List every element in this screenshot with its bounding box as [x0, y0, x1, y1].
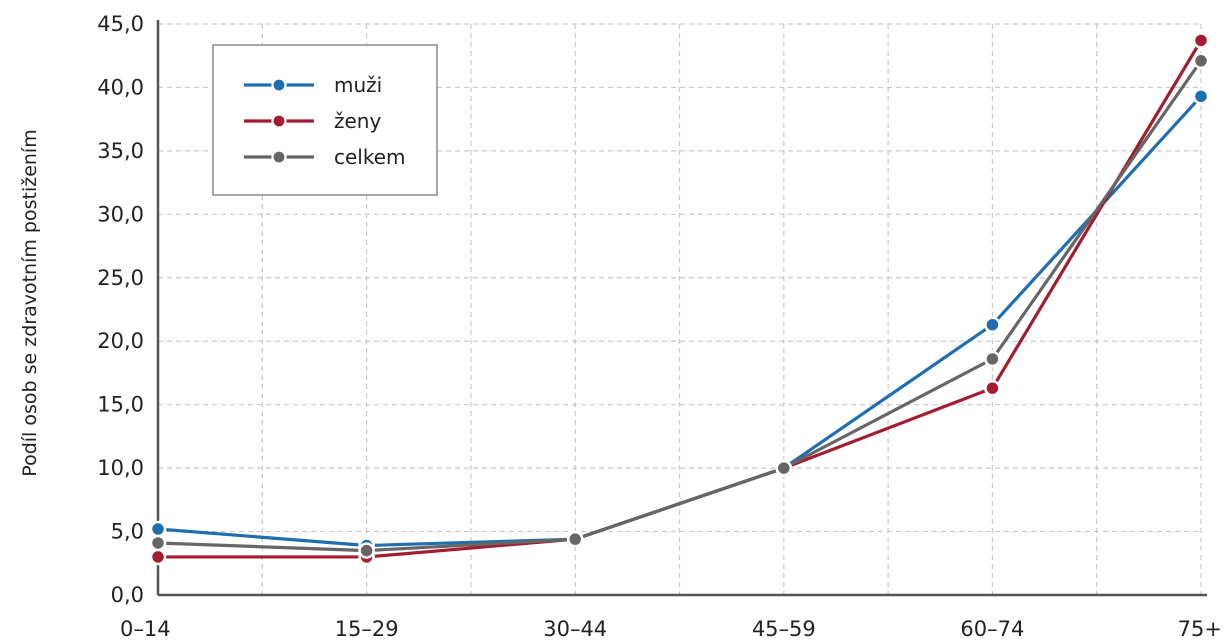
y-tick-label: 0,0 [111, 583, 144, 607]
x-tick-label: 30–44 [543, 617, 607, 641]
legend-entry: ženy [244, 109, 381, 133]
y-tick-labels: 0,0 5,0 10,0 15,0 20,0 25,0 30,0 35,0 40,0 45,0 [97, 12, 144, 607]
x-tick-labels: 0–14 15–29 30–44 45–59 60–74 75+ [120, 617, 1222, 641]
x-tick-label: 75+ [1178, 617, 1222, 641]
series-line [157, 59, 1203, 553]
data-point [358, 542, 375, 559]
legend-label: celkem [334, 145, 406, 169]
y-tick-label: 5,0 [111, 520, 144, 544]
x-tick-label: 60–74 [960, 617, 1024, 641]
x-tick-label: 45–59 [752, 617, 816, 641]
y-tick-label: 10,0 [97, 456, 144, 480]
data-point [149, 548, 167, 566]
y-axis-title: Podíl osob se zdravotním postižením [19, 129, 41, 476]
y-tick-label: 25,0 [97, 266, 144, 290]
y-tick-label: 45,0 [97, 12, 144, 36]
legend-swatch-marker [271, 113, 287, 129]
legend-swatch-marker [271, 149, 287, 165]
legend-label: ženy [334, 109, 381, 133]
data-point [149, 534, 167, 552]
legend-entry: celkem [244, 145, 406, 169]
series [149, 32, 1210, 566]
data-point [1192, 52, 1210, 70]
data-point [775, 459, 793, 477]
legend-label: muži [334, 73, 382, 97]
series-2 [157, 59, 1203, 553]
y-tick-label: 30,0 [97, 202, 144, 226]
series-markers-2 [149, 52, 1210, 559]
axes [156, 20, 1207, 597]
data-point [984, 350, 1001, 368]
data-point [149, 520, 167, 538]
legend: muži ženy celkem [212, 44, 438, 196]
y-tick-label: 40,0 [97, 75, 144, 99]
data-point [984, 379, 1001, 397]
y-tick-label: 20,0 [97, 329, 144, 353]
data-point [566, 530, 584, 548]
x-tick-label: 15–29 [335, 617, 399, 641]
y-tick-label: 15,0 [97, 393, 144, 417]
x-tick-label: 0–14 [120, 617, 171, 641]
y-tick-label: 35,0 [97, 139, 144, 163]
data-point [1192, 32, 1210, 49]
legend-entry: muži [244, 73, 382, 97]
data-point [1192, 88, 1210, 105]
data-point [984, 316, 1001, 333]
legend-swatch-marker [271, 77, 287, 93]
